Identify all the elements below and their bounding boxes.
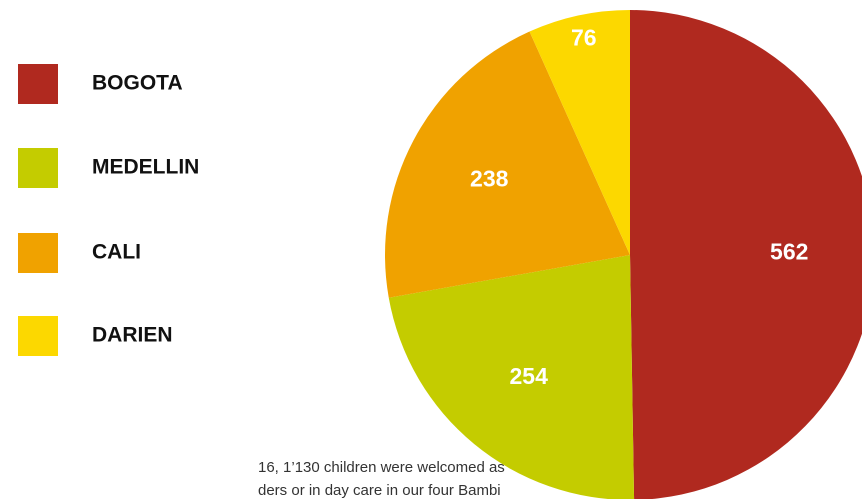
- legend-label: CALI: [92, 241, 141, 264]
- pie-slice: [630, 10, 862, 499]
- legend-label: DARIEN: [92, 324, 173, 347]
- slice-label: 76: [571, 24, 597, 50]
- note-line: ders or in day care in our four Bambi: [258, 482, 501, 499]
- slice-label: 562: [770, 239, 808, 265]
- legend-swatch: [18, 233, 58, 273]
- legend-swatch: [18, 148, 58, 188]
- legend-label: BOGOTA: [92, 72, 183, 95]
- pie-slice: [385, 31, 630, 298]
- note-line: 16, 1’130 children were welcomed as: [258, 459, 505, 476]
- pie-slice: [529, 10, 630, 255]
- legend-swatch: [18, 316, 58, 356]
- legend-label: MEDELLIN: [92, 156, 199, 179]
- slice-label: 254: [510, 363, 549, 389]
- slice-label: 238: [470, 166, 509, 192]
- legend-swatch: [18, 64, 58, 104]
- pie-slice: [388, 255, 635, 499]
